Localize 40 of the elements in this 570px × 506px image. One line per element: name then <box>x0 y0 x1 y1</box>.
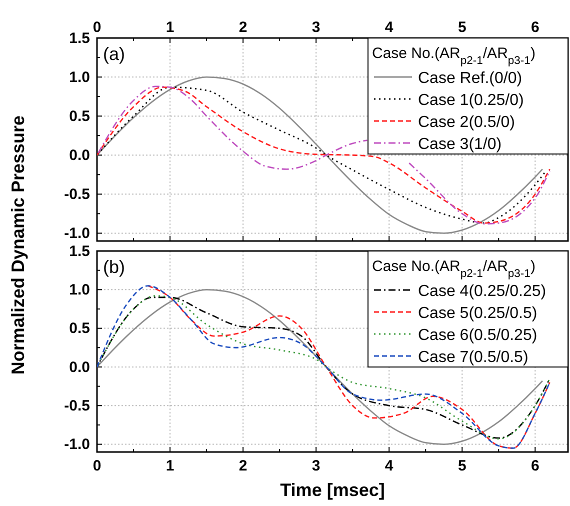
x-tick-label: 2 <box>238 458 248 475</box>
y-tick-label: 0.0 <box>69 146 90 164</box>
y-tick-label: 1.5 <box>69 242 90 260</box>
y-tick-label: -1.0 <box>64 436 90 454</box>
y-tick-label: 1.0 <box>69 281 90 298</box>
legend-title: Case No.(AR$_{p2-1}$/AR$_{p3-1}$) <box>372 45 536 67</box>
x-tick-label: 6 <box>530 458 540 475</box>
x-tick-label: 5 <box>458 458 466 475</box>
x-tick-label: 4 <box>384 458 394 475</box>
x2-tick-label: 6 <box>530 19 540 36</box>
x2-tick-label: 2 <box>238 19 248 36</box>
x2-tick-label: 0 <box>92 19 102 36</box>
annotation: (a) <box>103 44 125 64</box>
x2-tick-label: 1 <box>166 19 174 36</box>
x2-tick-label: 3 <box>312 19 320 36</box>
y-tick-label: 0.5 <box>69 108 90 125</box>
y-tick-label: 0.5 <box>69 320 90 338</box>
legend-label: Case 7(0.5/0.5) <box>418 349 528 366</box>
y-tick-label: -0.5 <box>64 186 90 203</box>
y-tick-label: -0.5 <box>64 397 90 414</box>
y-tick-label: 1.5 <box>69 30 90 47</box>
legend-title: Case No.(AR$_{p2-1}$/AR$_{p3-1}$) <box>372 258 536 280</box>
legend-label: Case 3(1/0) <box>418 136 502 153</box>
legend-label: Case 5(0.25/0.5) <box>418 305 538 322</box>
x-tick-label: 3 <box>312 458 320 475</box>
legend-label: Case 1(0.25/0) <box>418 92 524 109</box>
y-tick-label: 1.0 <box>69 68 90 86</box>
legend-label: Case 6(0.5/0.25) <box>418 327 538 344</box>
x2-tick-label: 5 <box>458 19 466 36</box>
legend-label: Case 2(0.5/0) <box>418 114 515 131</box>
x-tick-label: 0 <box>92 458 102 475</box>
legend-label: Case 4(0.25/0.25) <box>418 283 546 300</box>
x2-tick-label: 4 <box>384 19 394 36</box>
y-tick-label: 0.0 <box>69 358 90 376</box>
annotation: (b) <box>103 257 125 277</box>
y-tick-label: -1.0 <box>64 224 90 242</box>
x-axis-title: Time [msec] <box>280 480 385 500</box>
y-axis-title: Normalized Dynamic Pressure <box>8 115 28 375</box>
x-tick-label: 1 <box>166 458 174 475</box>
legend-label: Case Ref.(0/0) <box>418 70 522 87</box>
